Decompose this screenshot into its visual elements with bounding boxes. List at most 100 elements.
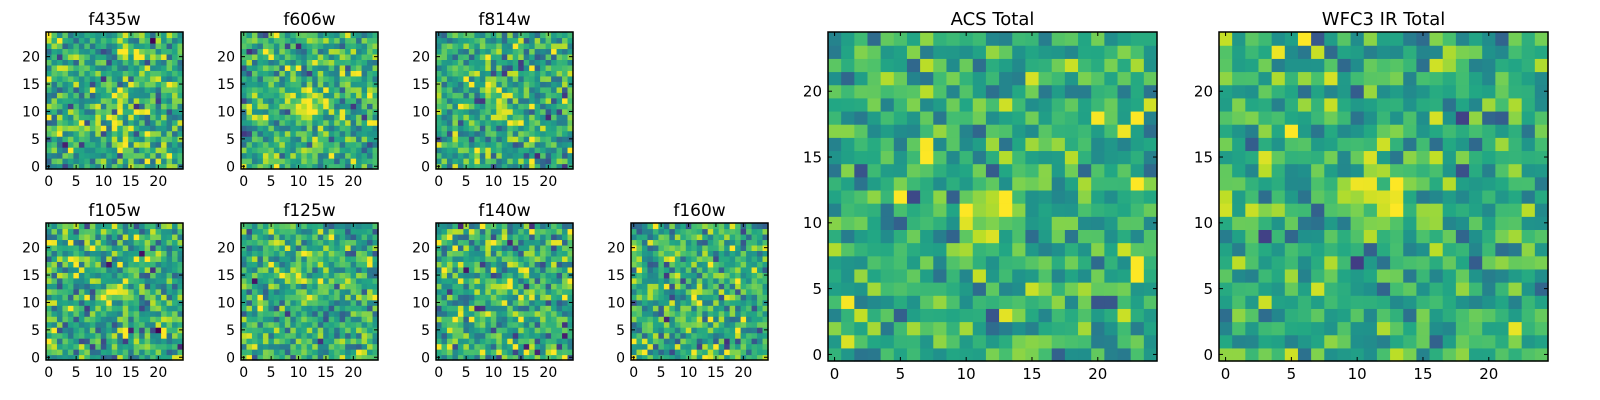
heatmap-cell [350,310,357,317]
heatmap-cell [920,255,934,270]
heatmap-cell [567,64,574,71]
heatmap-cell [117,299,124,306]
heatmap-cell [312,136,319,143]
heatmap-cell [46,59,53,66]
heatmap-cell [51,294,58,301]
heatmap-cell [501,136,508,143]
heatmap-cell [562,103,569,110]
heatmap-cell [128,261,135,268]
heatmap-cell [161,59,168,66]
heatmap-cell [361,32,368,39]
heatmap-cell [334,81,341,88]
heatmap-cell [301,108,308,115]
heatmap-cell [507,239,514,246]
heatmap-cell [290,316,297,323]
heatmap-cell [474,48,481,55]
heatmap-cell [89,266,96,273]
heatmap-cell [172,92,179,99]
heatmap-cell [128,97,135,104]
heatmap-cell [273,32,280,39]
heatmap-cell [751,283,758,290]
heatmap-cell [155,75,162,82]
heatmap-cell [959,268,974,283]
heatmap-cell [457,53,464,60]
heatmap-cell [479,228,486,235]
heatmap-cell [841,308,855,323]
heatmap-cell [306,250,313,257]
heatmap-cell [166,108,173,115]
heatmap-cell [518,228,525,235]
heatmap-cell [155,327,162,334]
heatmap-cell [457,141,464,148]
heatmap-cell [468,239,475,246]
heatmap-cell [111,53,118,60]
heatmap-cell [567,75,574,82]
heatmap-cell [757,223,764,230]
heatmap-cell [334,316,341,323]
heatmap-cell [534,288,541,295]
heatmap-cell [867,163,882,178]
heatmap-cell [713,250,720,257]
heatmap-cell [89,255,96,262]
heatmap-cell [457,92,464,99]
heatmap-cell [746,283,753,290]
y-tick-label: 15 [22,268,40,284]
heatmap-cell [567,86,574,93]
heatmap-cell [999,321,1013,336]
heatmap-cell [972,203,987,217]
heatmap-cell [139,261,146,268]
heatmap-cell [567,141,574,148]
heatmap-cell [251,277,259,284]
heatmap-cell [339,239,346,246]
heatmap-cell [485,272,492,279]
heatmap-cell [436,349,443,356]
heatmap-cell [268,48,275,55]
heatmap-cell [636,283,643,290]
heatmap-cell [479,70,486,77]
heatmap-cell [339,349,346,356]
heatmap-cell [367,141,374,148]
heatmap-cell [177,37,184,44]
heatmap-cell [946,334,961,349]
heatmap-cell [540,239,547,246]
heatmap-cell [46,305,53,312]
heatmap-cell [139,316,146,323]
heatmap-cell [707,310,714,317]
heatmap-cell [540,294,547,301]
heatmap-cell [762,277,769,284]
heatmap-cell [95,152,102,159]
heatmap-cell [933,295,948,309]
heatmap-cell [523,97,530,104]
heatmap-cell [490,288,497,295]
heatmap-cell [933,308,948,323]
heatmap-cell [641,228,649,235]
heatmap-cell [312,163,319,170]
y-tick-label: 0 [421,350,430,366]
heatmap-cell [959,321,974,336]
heatmap-cell [172,108,179,115]
heatmap-cell [663,277,670,284]
heatmap-cell [144,152,151,159]
heatmap-cell [496,48,503,55]
heatmap-cell [529,136,536,143]
heatmap-cell [46,250,53,257]
heatmap-cell [273,108,280,115]
heatmap-cell [246,343,253,350]
heatmap-cell [345,152,352,159]
heatmap-cell [1012,229,1026,244]
heatmap-cell [139,255,146,262]
heatmap-cell [262,141,269,148]
heatmap-cell [713,299,720,306]
heatmap-cell [95,233,102,241]
heatmap-cell [279,310,286,317]
heatmap-cell [702,283,709,290]
heatmap-cell [246,250,253,257]
heatmap-cell [172,332,179,339]
heatmap-cell [295,272,302,279]
heatmap-cell [284,261,291,268]
heatmap-cell [251,75,259,82]
heatmap-cell [463,228,470,235]
heatmap-cell [636,321,643,328]
heatmap-cell [436,97,443,104]
